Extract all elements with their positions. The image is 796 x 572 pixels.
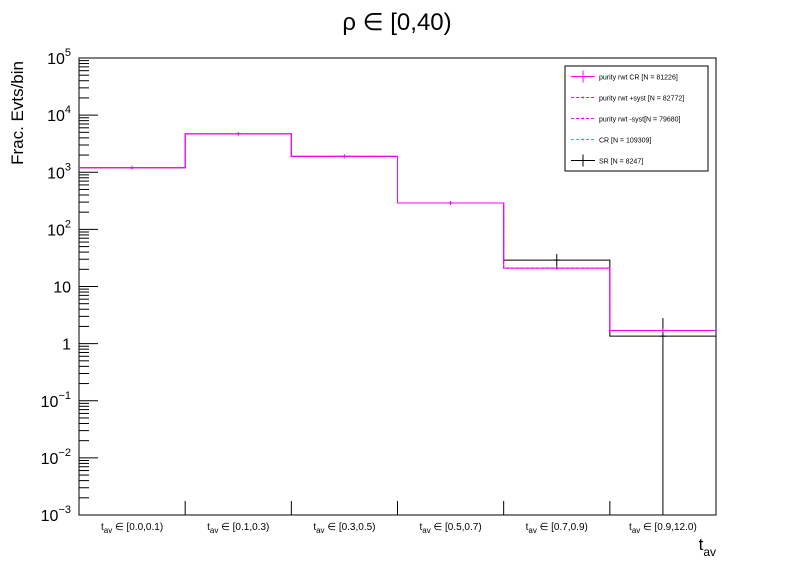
legend-swatch-marker	[582, 96, 584, 99]
series-line	[79, 133, 716, 331]
y-tick-label: 10−2	[41, 447, 71, 468]
y-tick-label: 102	[47, 218, 71, 239]
y-axis-label: Frac. Evts/bin	[8, 61, 27, 165]
y-tick-labels: 10−3 10−2 10−1 1 10 102 103 104 105	[41, 47, 71, 525]
x-tick-label: tav ∈ [0.1,0.3)	[207, 522, 269, 535]
legend-label: purity rwt -syst[N = 79680]	[599, 117, 681, 124]
x-tick-label: tav ∈ [0.3,0.5)	[313, 522, 375, 535]
legend-label: purity rwt +syst [N = 82772]	[599, 96, 684, 103]
axis-ticks	[79, 57, 611, 516]
legend-entry: CR [N = 109309]	[571, 138, 651, 145]
series-layer	[79, 131, 716, 515]
legend-entry: purity rwt CR [N = 81226]	[571, 70, 678, 83]
y-tick-label: 103	[47, 161, 71, 182]
legend-label: CR [N = 109309]	[599, 138, 651, 145]
legend-label: SR [N = 8247]	[599, 159, 643, 166]
legend-label: purity rwt CR [N = 81226]	[599, 75, 678, 82]
legend-swatch-marker	[582, 117, 584, 120]
legend-entry: purity rwt +syst [N = 82772]	[571, 96, 684, 103]
series-0	[79, 131, 716, 333]
y-tick-label: 105	[47, 47, 71, 68]
legend: purity rwt CR [N = 81226] purity rwt +sys…	[564, 65, 709, 172]
x-tick-label: tav ∈ [0.7,0.9)	[526, 522, 588, 535]
x-tick-labels: tav ∈ [0.0,0.1) tav ∈ [0.1,0.3) tav ∈ [0.3…	[101, 522, 697, 535]
y-tick-label: 1	[62, 337, 71, 354]
legend-entry: SR [N = 8247]	[571, 154, 643, 167]
y-tick-label: 10−1	[41, 390, 71, 411]
x-axis-label: tav	[699, 535, 716, 559]
x-tick-label: tav ∈ [0.0,0.1)	[101, 522, 163, 535]
chart-title: ρ ∈ [0,40)	[342, 9, 451, 36]
y-tick-label: 104	[47, 104, 71, 125]
y-tick-label: 10	[53, 280, 71, 297]
x-tick-label: tav ∈ [0.5,0.7)	[419, 522, 481, 535]
x-tick-label: tav ∈ [0.9,12.0)	[629, 522, 697, 535]
y-tick-label: 10−3	[41, 504, 71, 525]
legend-entry: purity rwt -syst[N = 79680]	[571, 117, 681, 124]
legend-swatch-marker	[582, 138, 584, 141]
